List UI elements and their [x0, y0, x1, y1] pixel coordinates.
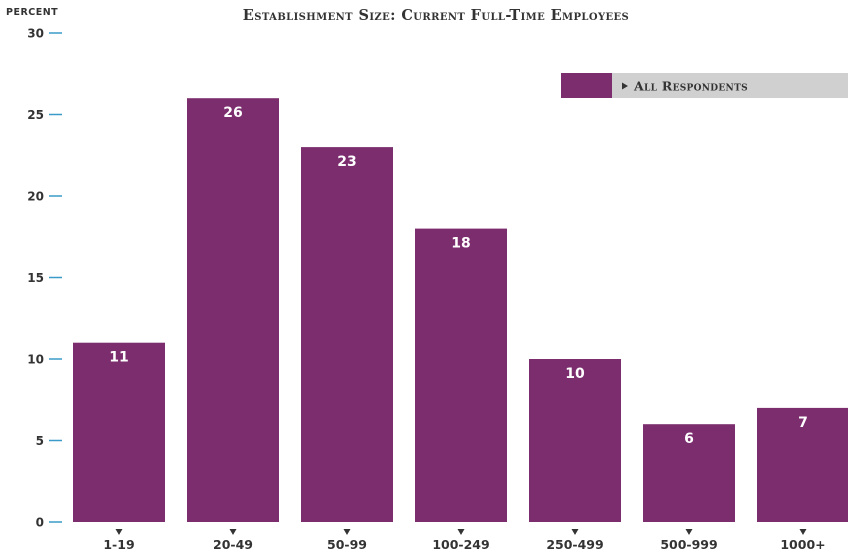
- x-tick-label: 100-249: [432, 537, 489, 552]
- y-tick-label: 30: [27, 27, 44, 41]
- x-tick-arrow-icon: [229, 529, 237, 535]
- y-axis-label: percent: [6, 7, 58, 18]
- bar-value-label: 18: [451, 236, 470, 252]
- x-tick-label: 50-99: [327, 537, 367, 552]
- y-tick-label: 20: [27, 190, 44, 204]
- bar-value-label: 11: [109, 350, 128, 366]
- y-tick-label: 5: [36, 434, 44, 448]
- x-tick-arrow-icon: [685, 529, 693, 535]
- y-tick-label: 0: [36, 516, 44, 530]
- legend-label: All Respondents: [633, 79, 748, 94]
- x-tick-arrow-icon: [571, 529, 579, 535]
- legend-arrow-icon: [622, 82, 628, 90]
- bar-value-label: 23: [337, 154, 356, 170]
- chart-title: Establishment Size: Current Full-Time Em…: [243, 7, 629, 24]
- x-tick-arrow-icon: [343, 529, 351, 535]
- x-tick-label: 250-499: [546, 537, 603, 552]
- bar-labels: 11 26 23 18 10 6 7: [109, 105, 808, 447]
- legend: All Respondents: [561, 73, 848, 98]
- bar: [73, 342, 165, 522]
- bar-value-label: 26: [223, 105, 242, 121]
- x-axis: 1-19 20-49 50-99 100-249 250-499 500-999 1000+: [103, 529, 826, 552]
- bar: [529, 359, 621, 522]
- bar: [643, 424, 735, 522]
- x-tick-arrow-icon: [457, 529, 465, 535]
- x-tick-label: 1-19: [103, 537, 134, 552]
- bar-value-label: 10: [565, 366, 585, 382]
- x-tick-arrow-icon: [115, 529, 123, 535]
- legend-swatch: [561, 73, 612, 98]
- y-tick-label: 15: [27, 271, 44, 285]
- bar: [757, 407, 848, 522]
- bar: [187, 98, 279, 522]
- legend-band: [612, 73, 848, 98]
- bar: [301, 147, 393, 522]
- x-tick-label: 20-49: [213, 537, 253, 552]
- y-tick-label: 10: [27, 353, 44, 367]
- bar-value-label: 7: [798, 415, 808, 431]
- bar-value-label: 6: [684, 431, 694, 447]
- x-tick-label: 1000+: [780, 537, 825, 552]
- y-axis: 0 5 10 15 20 25 30: [27, 27, 62, 530]
- x-tick-arrow-icon: [799, 529, 807, 535]
- bars: [73, 98, 848, 522]
- y-tick-label: 25: [27, 108, 44, 122]
- bar: [415, 228, 507, 522]
- x-tick-label: 500-999: [660, 537, 717, 552]
